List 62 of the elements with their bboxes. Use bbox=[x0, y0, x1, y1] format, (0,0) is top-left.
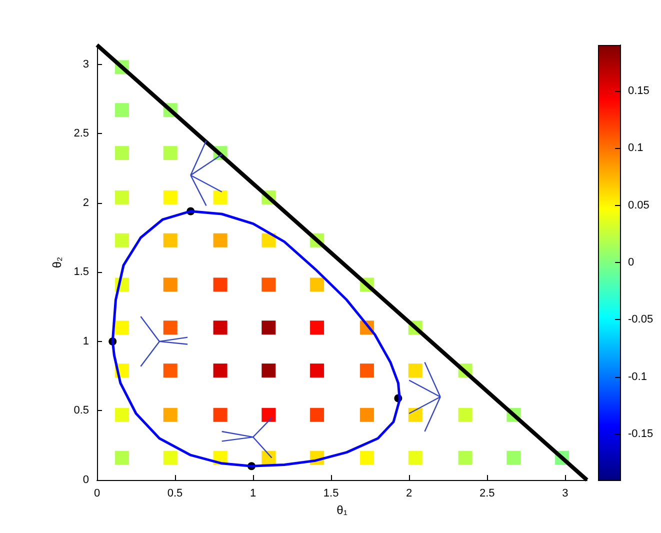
point bbox=[114, 146, 129, 160]
point bbox=[163, 320, 178, 335]
point bbox=[506, 450, 521, 465]
point bbox=[163, 450, 178, 465]
x-tick-label: 1.5 bbox=[323, 488, 339, 500]
point bbox=[408, 408, 422, 422]
point bbox=[163, 364, 178, 378]
point bbox=[310, 364, 324, 378]
point bbox=[213, 278, 228, 292]
point bbox=[408, 364, 422, 378]
point bbox=[163, 146, 178, 160]
y-tick-label: 1 bbox=[82, 335, 89, 348]
point bbox=[114, 103, 129, 118]
point bbox=[262, 364, 276, 378]
y-tick-label: 3 bbox=[82, 58, 89, 70]
y-tick-label: 0.5 bbox=[74, 404, 89, 417]
point bbox=[360, 408, 374, 422]
y-axis-title: θ₂ bbox=[50, 256, 64, 268]
point bbox=[114, 190, 129, 204]
x-tick-label: 0 bbox=[94, 488, 100, 500]
color-bar-label: 0.15 bbox=[628, 84, 650, 97]
point bbox=[114, 233, 129, 248]
color-bar-label: 0.05 bbox=[628, 199, 650, 212]
point bbox=[213, 364, 228, 378]
color-bar-label: 0 bbox=[628, 256, 634, 268]
point bbox=[262, 408, 276, 422]
color-bar-label: -0.15 bbox=[628, 428, 654, 440]
point bbox=[114, 450, 129, 465]
y-tick-label: 2 bbox=[82, 196, 89, 209]
point bbox=[408, 450, 422, 465]
color-bar-label: 0.1 bbox=[628, 142, 644, 154]
x-tick-label: 2.5 bbox=[479, 488, 495, 500]
point bbox=[262, 320, 276, 335]
point bbox=[360, 450, 374, 465]
y-tick-label: 1.5 bbox=[74, 266, 89, 278]
point bbox=[213, 190, 228, 204]
x-tick-label: 1 bbox=[250, 488, 256, 500]
point bbox=[310, 320, 324, 335]
y-tick-label: 2.5 bbox=[74, 128, 89, 140]
x-tick-label: 0.5 bbox=[167, 488, 183, 500]
x-tick-label: 3 bbox=[562, 488, 568, 500]
point bbox=[262, 233, 276, 248]
y-tick-label: 0 bbox=[82, 474, 89, 486]
point bbox=[163, 233, 178, 248]
point bbox=[163, 278, 178, 292]
color-bar-label: -0.05 bbox=[628, 314, 654, 326]
point bbox=[262, 278, 276, 292]
point bbox=[360, 364, 374, 378]
point bbox=[310, 408, 324, 422]
point bbox=[458, 450, 472, 465]
point bbox=[213, 233, 228, 248]
point bbox=[114, 320, 129, 335]
point bbox=[310, 278, 324, 292]
x-tick-label: 2 bbox=[406, 488, 412, 500]
x-axis-title: θ₁ bbox=[336, 502, 348, 517]
point bbox=[213, 408, 228, 422]
point bbox=[114, 408, 129, 422]
point bbox=[213, 320, 228, 335]
point bbox=[458, 408, 472, 422]
point bbox=[163, 190, 178, 204]
color-bar-label: -0.1 bbox=[628, 370, 647, 383]
point bbox=[163, 408, 178, 422]
